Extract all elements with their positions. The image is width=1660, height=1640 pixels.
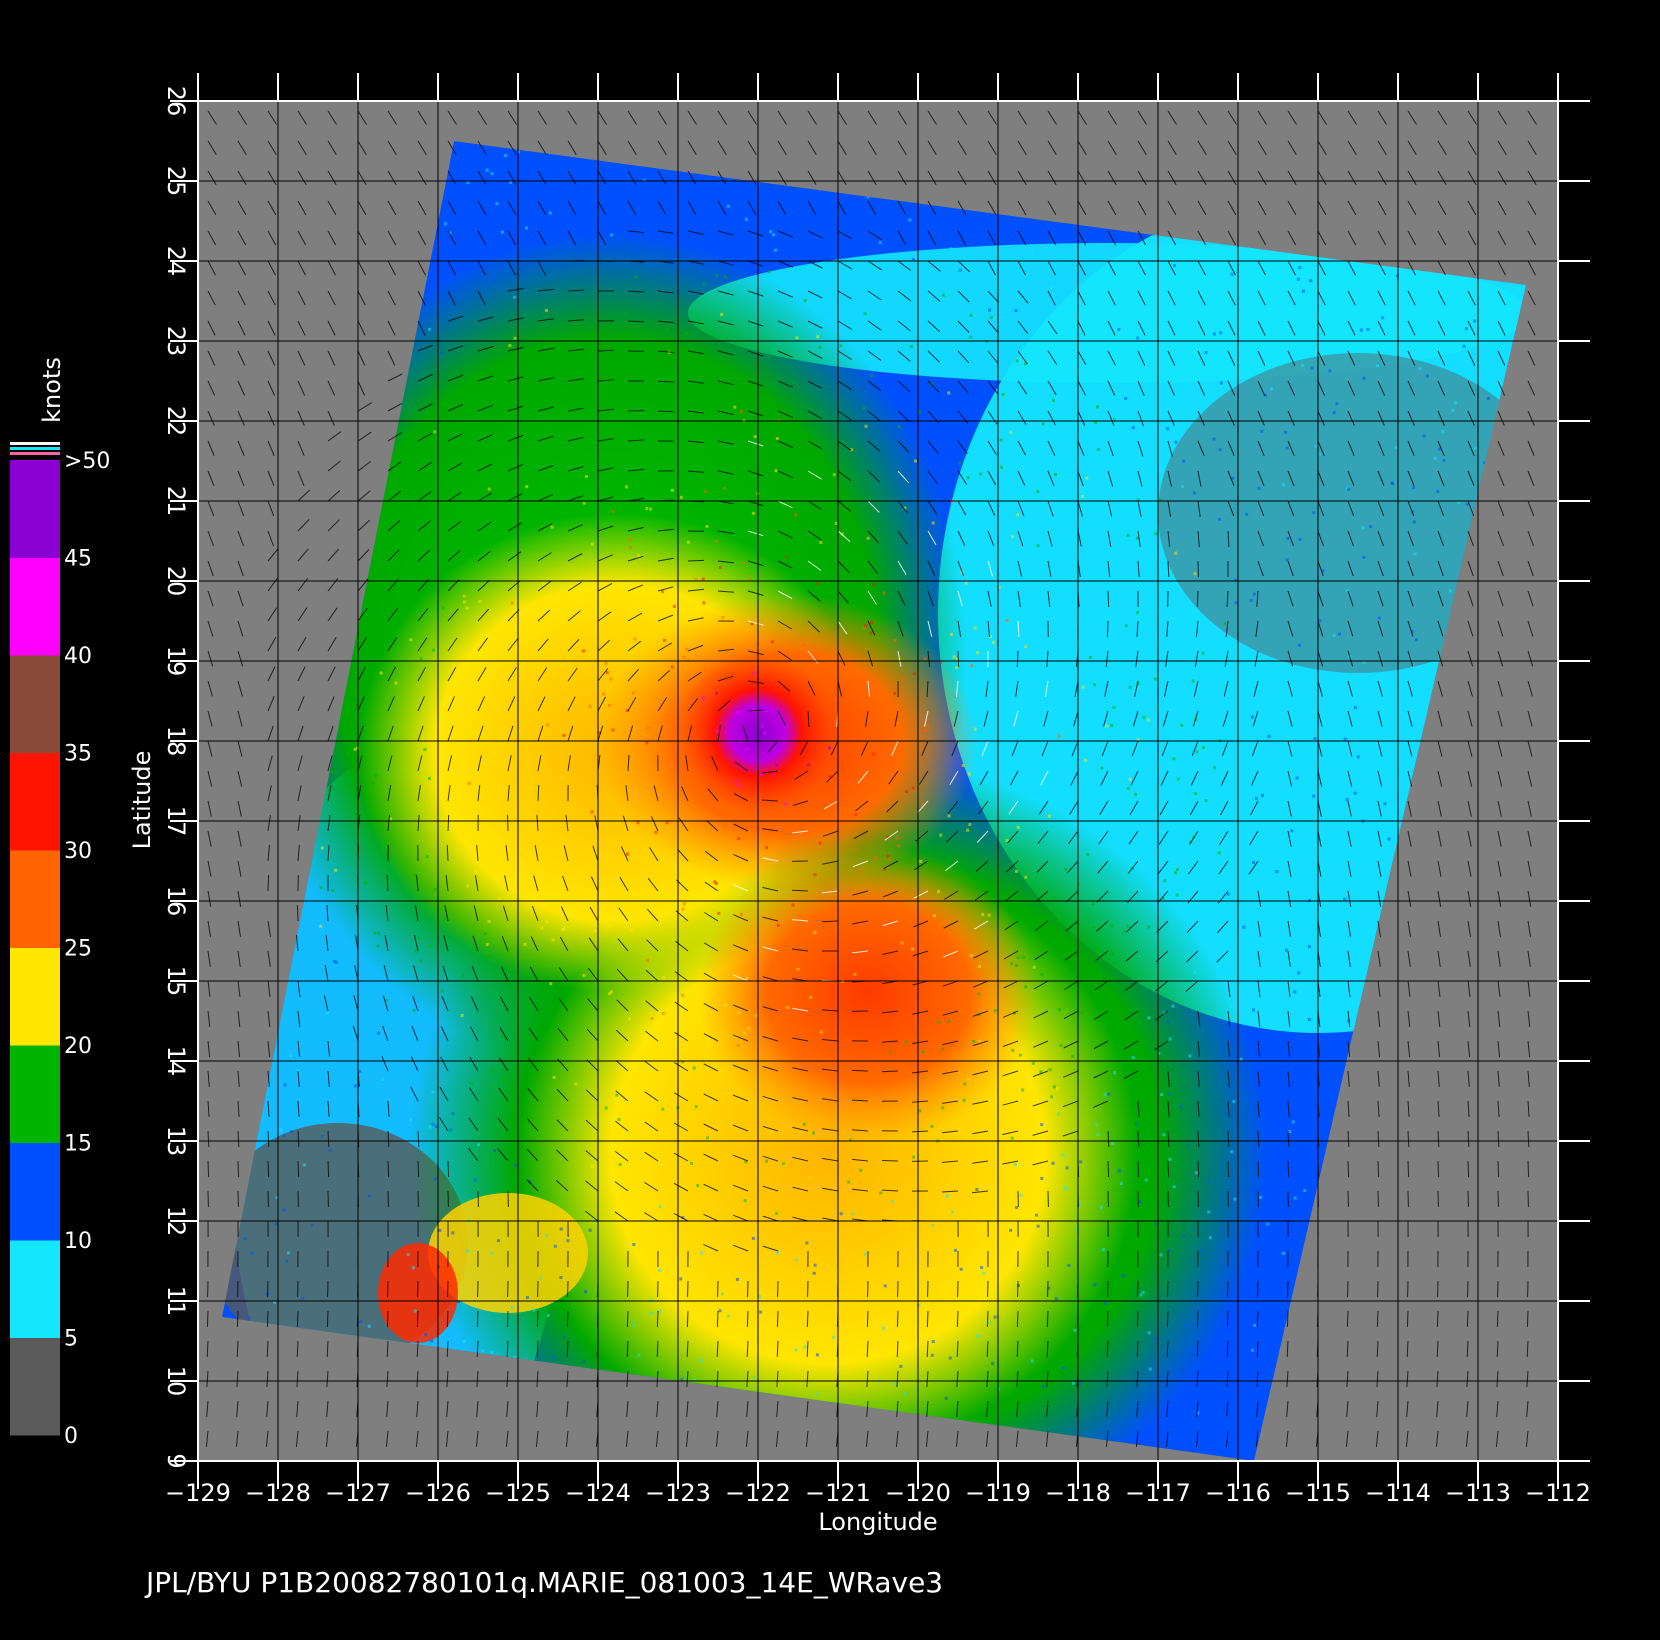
legend-label: 0 (64, 1424, 78, 1449)
longitude-tick-label: −115 (1285, 1479, 1351, 1507)
legend-label: 5 (64, 1327, 78, 1352)
longitude-tick-label: −116 (1205, 1479, 1271, 1507)
legend-swatch (10, 1045, 60, 1143)
latitude-tick-label: 11 (162, 1286, 190, 1317)
longitude-tick-labels: −129 −128 −127 −126 −125 −124 −123 −122 −121 −120… (165, 1479, 1591, 1507)
latitude-tick-label: 26 (162, 86, 190, 117)
legend-label: 20 (64, 1034, 92, 1059)
longitude-tick-label: −127 (325, 1479, 391, 1507)
longitude-tick-label: −118 (1045, 1479, 1111, 1507)
legend-label: 40 (64, 644, 92, 669)
legend-label: 35 (64, 742, 92, 767)
latitude-tick-label: 22 (162, 406, 190, 437)
figure-caption: JPL/BYU P1B20082780101q.MARIE_081003_14E… (144, 1566, 943, 1599)
legend-label: 15 (64, 1132, 92, 1157)
wind-speed-legend: >50 45 40 35 30 25 20 15 10 5 0 (10, 442, 110, 1449)
legend-overflow-stripe (10, 442, 60, 445)
latitude-tick-label: 15 (162, 966, 190, 997)
legend-swatch (10, 460, 60, 558)
plot-border (197, 100, 1559, 1462)
latitude-tick-label: 16 (162, 886, 190, 917)
legend-swatch (10, 1337, 60, 1436)
longitude-tick-label: −129 (165, 1479, 231, 1507)
longitude-tick-label: −120 (885, 1479, 951, 1507)
legend-label: 10 (64, 1229, 92, 1254)
legend-label: 30 (64, 839, 92, 864)
longitude-tick-label: −123 (645, 1479, 711, 1507)
latitude-tick-label: 24 (162, 246, 190, 277)
longitude-tick-label: −119 (965, 1479, 1031, 1507)
latitude-tick-label: 23 (162, 326, 190, 357)
y-axis-title: Latitude (128, 751, 156, 850)
legend-swatch (10, 655, 60, 753)
latitude-tick-label: 14 (162, 1046, 190, 1077)
legend-label: >50 (64, 449, 110, 474)
latitude-tick-label: 18 (162, 726, 190, 757)
legend-swatch (10, 1142, 60, 1241)
legend-label: 45 (64, 547, 92, 572)
orange-region-band (698, 843, 1038, 1143)
latitude-tick-label: 19 (162, 646, 190, 677)
latitude-tick-labels: 9 10 11 12 13 14 15 16 17 18 19 20 21 22 23 24 25 26 (162, 86, 190, 1469)
legend-overflow-stripe (10, 447, 60, 450)
longitude-tick-label: −122 (725, 1479, 791, 1507)
latitude-tick-label: 12 (162, 1206, 190, 1237)
longitude-tick-label: −125 (485, 1479, 551, 1507)
latitude-tick-label: 13 (162, 1126, 190, 1157)
longitude-tick-label: −121 (805, 1479, 871, 1507)
longitude-tick-label: −117 (1125, 1479, 1191, 1507)
longitude-tick-label: −114 (1365, 1479, 1431, 1507)
longitude-tick-label: −113 (1445, 1479, 1511, 1507)
latitude-tick-label: 17 (162, 806, 190, 837)
latitude-tick-label: 9 (162, 1453, 190, 1468)
legend-label: 25 (64, 937, 92, 962)
legend-swatch (10, 1240, 60, 1338)
legend-swatch (10, 557, 60, 656)
wind-barbs-flagged (733, 440, 1049, 1012)
plot-frame (170, 73, 1590, 1489)
latitude-tick-label: 20 (162, 566, 190, 597)
latitude-tick-label: 21 (162, 486, 190, 517)
longitude-tick-label: −112 (1525, 1479, 1591, 1507)
legend-swatch (10, 752, 60, 851)
latitude-tick-label: 10 (162, 1366, 190, 1397)
legend-swatch (10, 947, 60, 1046)
longitude-tick-label: −126 (405, 1479, 471, 1507)
longitude-tick-label: −128 (245, 1479, 311, 1507)
latitude-tick-label: 25 (162, 166, 190, 197)
longitude-tick-label: −124 (565, 1479, 631, 1507)
legend-title: knots (38, 357, 66, 423)
legend-overflow-stripe (10, 452, 60, 455)
legend-swatch (10, 850, 60, 948)
x-axis-title: Longitude (818, 1508, 937, 1536)
